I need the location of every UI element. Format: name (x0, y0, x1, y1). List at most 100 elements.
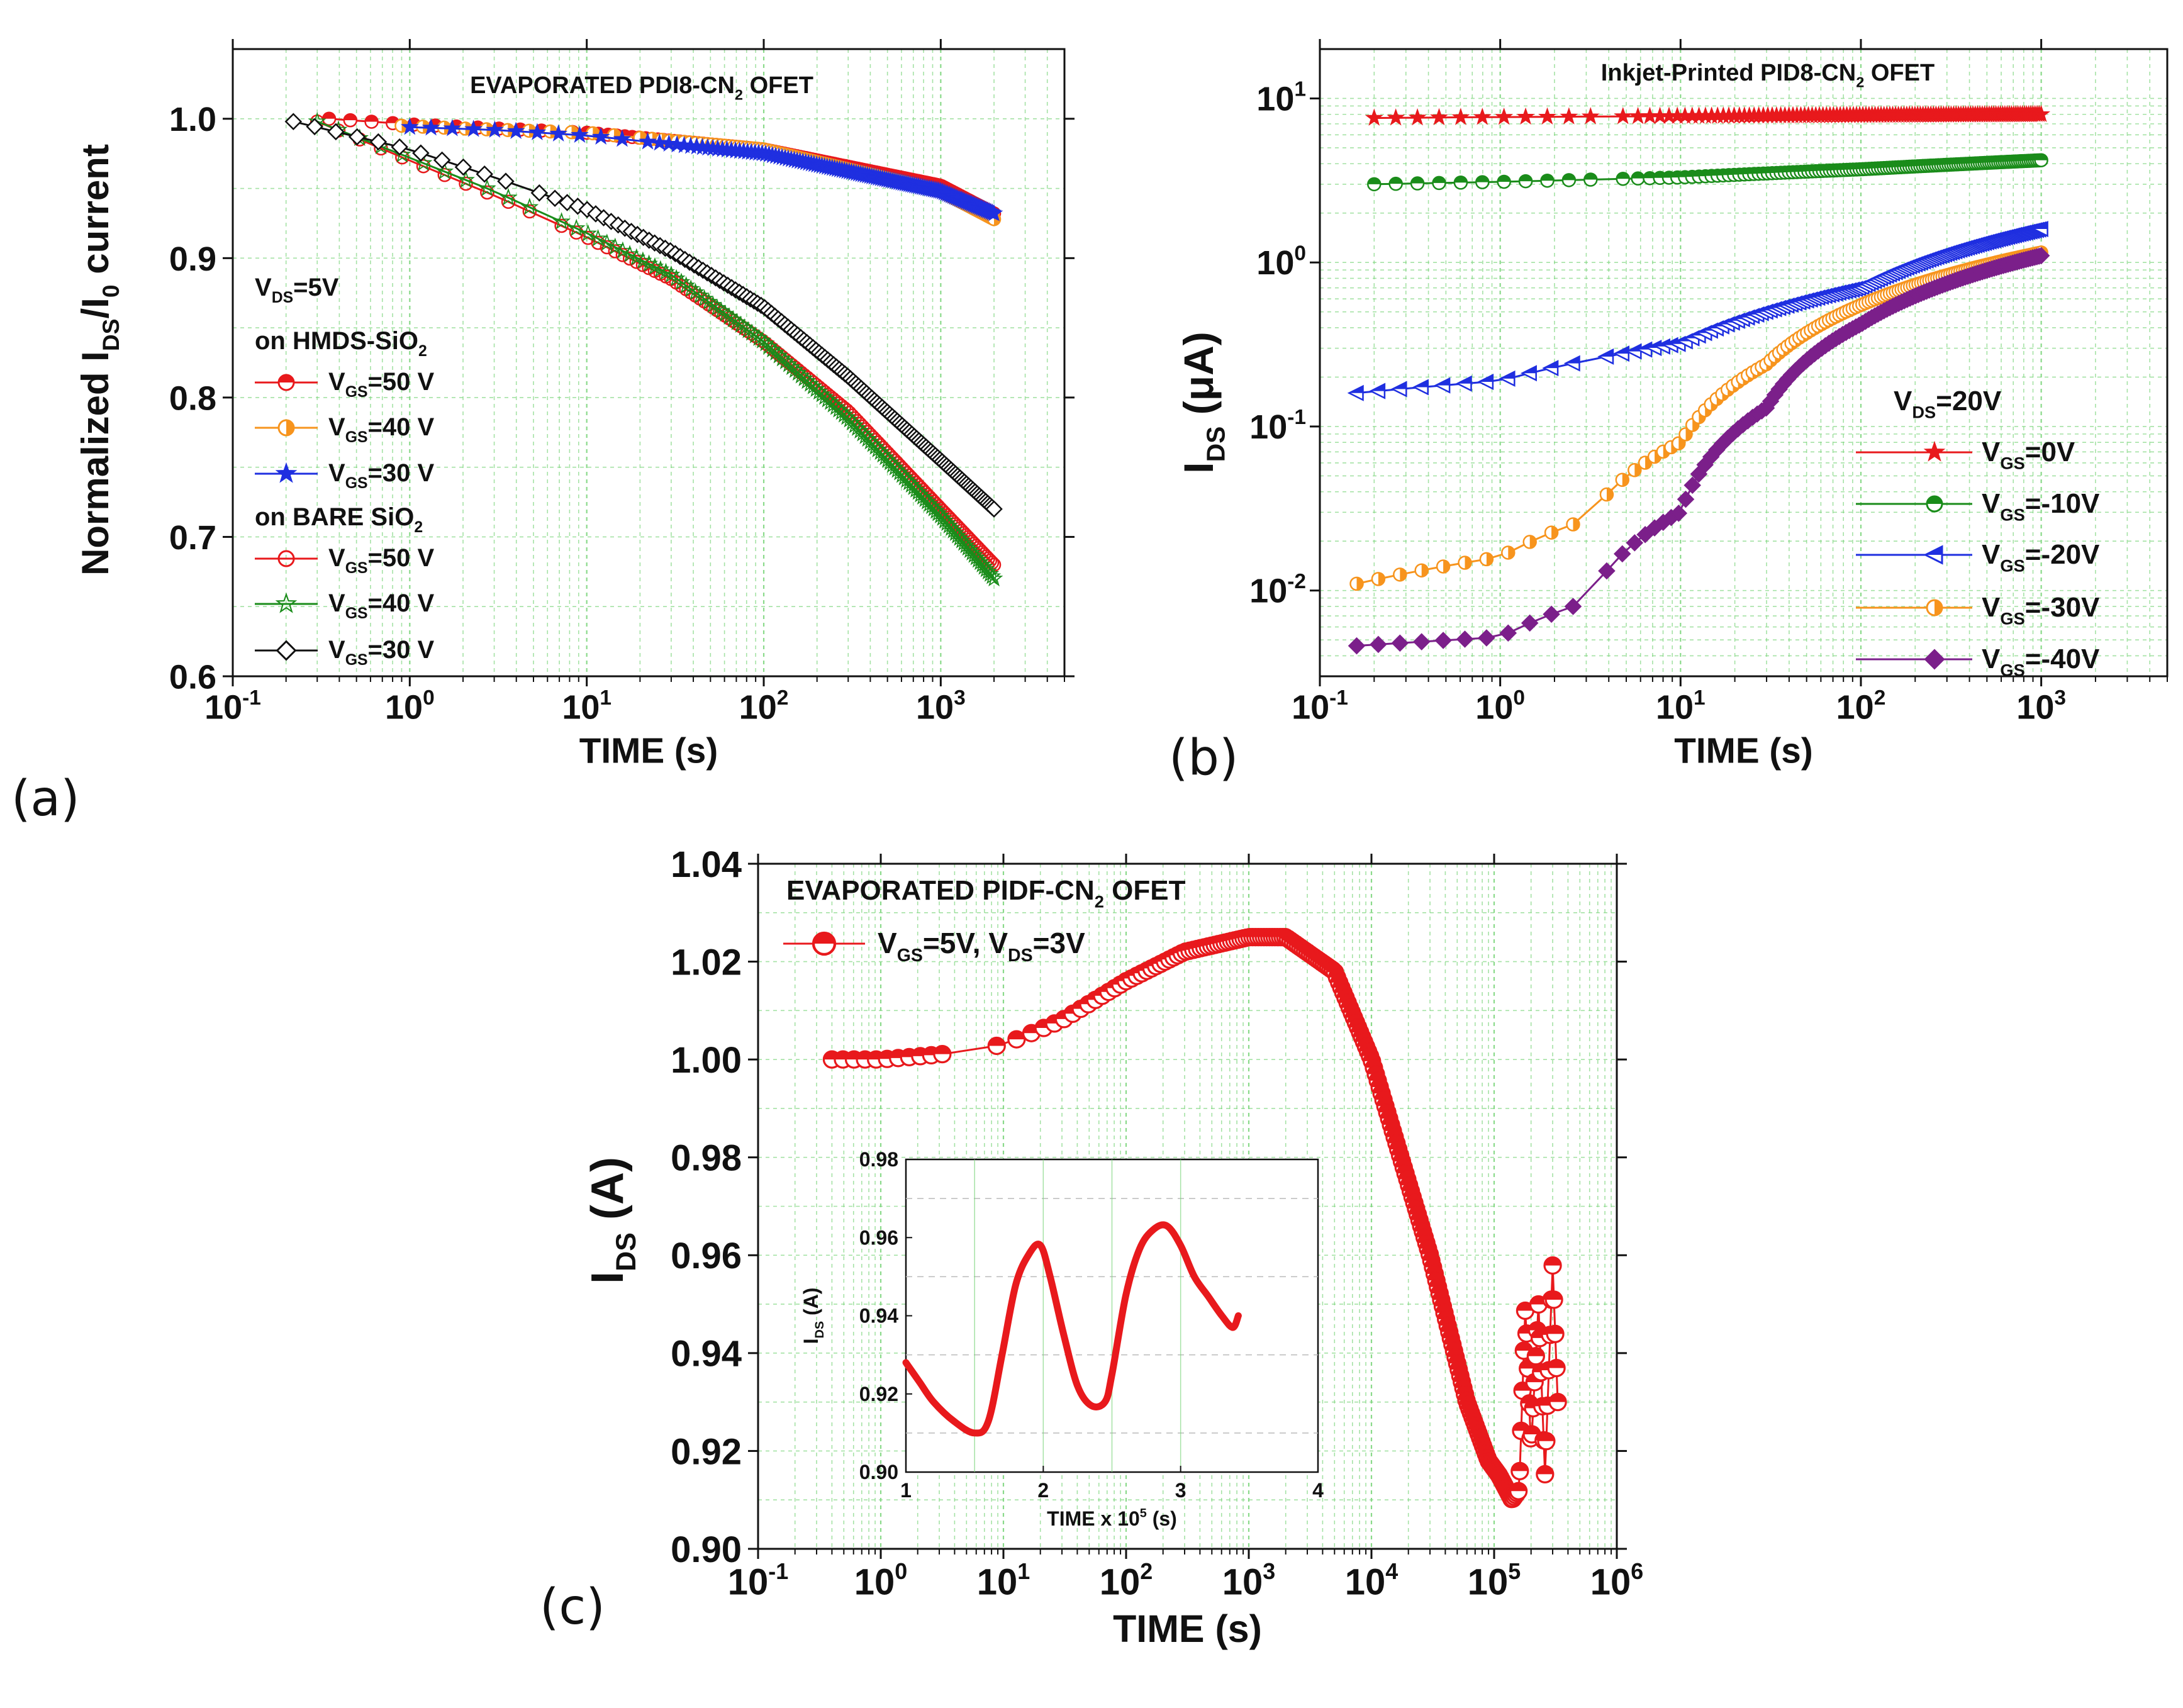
data-point (327, 123, 345, 141)
data-point (1451, 108, 1470, 125)
data-point (600, 240, 615, 255)
data-point (1683, 476, 1701, 494)
legend-label-part: =40 V (368, 413, 435, 441)
x-tick-label: 100 (854, 1558, 908, 1602)
data-point (400, 117, 419, 135)
legend-label: VGS=30 V (328, 459, 434, 492)
data-point-fill (1465, 556, 1471, 569)
x-axis-label: TIME (s) (1113, 1607, 1262, 1650)
data-point-fill (1349, 386, 1363, 393)
data-point (608, 244, 623, 259)
legend-label-part: GS (2000, 608, 2024, 628)
y-axis-label: IDS (A) (583, 1157, 642, 1284)
legend-annotation-part: on BARE SiO (255, 503, 414, 531)
data-point (956, 535, 975, 554)
data-point (1677, 490, 1695, 508)
data-point (485, 120, 504, 138)
inset-y-axis-label-part: DS (813, 1321, 827, 1339)
inset-y-tick-label: 0.94 (859, 1305, 898, 1327)
legend-label-part: V (878, 927, 897, 959)
legend-label: VGS=-40V (1982, 644, 2100, 679)
chart-title-part: 2 (1095, 891, 1104, 911)
y-tick-label: 0.6 (169, 658, 216, 696)
series-a-4 (308, 112, 1003, 587)
legend-label-part: =-30V (2025, 592, 2100, 623)
inset-y-tick-label-part: 0.98 (859, 1148, 898, 1171)
series-c-0 (822, 928, 1567, 1509)
chart-title-part: OFET (1864, 60, 1935, 86)
data-point (897, 470, 916, 488)
data-point (985, 500, 1003, 518)
data-point (927, 501, 946, 519)
chart-title-part: EVAPORATED PIDF-CN (786, 875, 1095, 906)
y-tick-label-part: 1.00 (671, 1040, 742, 1081)
data-point (591, 127, 610, 145)
y-tick-label: 1.0 (169, 101, 216, 138)
plot-frame (232, 48, 1066, 678)
x-tick-label: 100 (385, 686, 435, 727)
data-point (459, 176, 473, 191)
data-point (412, 144, 430, 162)
data-point (983, 567, 1002, 584)
legend-label-part: GS (345, 475, 368, 492)
inset-x-tick-label: 2 (1037, 1479, 1049, 1502)
data-point (954, 533, 973, 551)
data-point (909, 483, 927, 500)
y-tick-label-part: 10 (1256, 80, 1294, 118)
data-point (1581, 107, 1600, 125)
x-tick-label-part: 10 (385, 689, 423, 727)
data-point (598, 233, 617, 251)
inset-y-tick-label: 0.98 (859, 1148, 898, 1171)
data-point-fill (1519, 175, 1533, 182)
x-tick-label-part: 1 (600, 686, 611, 710)
data-point (477, 179, 496, 196)
y-axis-label-part: DS (1201, 427, 1230, 462)
data-point (964, 545, 983, 563)
x-tick-label-part: 2 (777, 686, 789, 710)
data-point (902, 475, 920, 493)
data-point (579, 224, 598, 242)
legend-label: VGS=40 V (328, 589, 434, 622)
chart-title: EVAPORATED PIDF-CN2 OFET (786, 875, 1186, 911)
chart-title-part: 2 (1856, 74, 1864, 91)
legend-label-part: GS (345, 605, 368, 622)
inset-chart: 1 2 3 4 0.90 0.92 0.94 0.96 0.98 TIME x 105 (s) ID… (800, 1148, 1324, 1530)
legend-label: VGS=0V (1982, 437, 2075, 472)
x-tick-label: 101 (1656, 686, 1706, 727)
data-point (1499, 624, 1517, 642)
legend-label: VGS=-30V (1982, 592, 2100, 628)
y-axis-label: IDS (μA) (1175, 332, 1230, 474)
y-tick-label-part: -2 (1287, 570, 1306, 593)
x-tick-label-part: 10 (1468, 1562, 1509, 1603)
y-tick-label-part: 0.98 (671, 1138, 742, 1179)
data-point (911, 485, 930, 503)
plot-frame (1319, 48, 2169, 678)
data-point (885, 458, 904, 476)
data-point (1614, 545, 1631, 563)
data-point-fill (1527, 1348, 1544, 1356)
legend-label-part: GS (345, 429, 368, 446)
chart-title-part: EVAPORATED PDI8-CN (470, 72, 735, 99)
data-point (952, 531, 971, 549)
data-point-fill (365, 115, 378, 122)
data-point-fill (1457, 376, 1471, 384)
y-tick-label: 0.7 (169, 519, 216, 557)
legend-label: VGS=5V, VDS=3V (878, 927, 1085, 966)
legend-marker (276, 640, 297, 661)
data-point (546, 189, 564, 208)
data-point-fill (1548, 1359, 1565, 1368)
legend-marker (1923, 440, 1946, 462)
data-point-fill (1599, 349, 1613, 357)
y-axis-label-part: I (1175, 462, 1222, 473)
data-point (918, 492, 937, 510)
data-point-fill (1544, 1257, 1561, 1266)
series-b-0 (1365, 104, 2051, 126)
data-point (920, 494, 939, 512)
x-tick-label-part: 1 (1017, 1558, 1030, 1584)
data-point (499, 188, 518, 206)
data-point (1348, 637, 1366, 655)
data-point-fill (1500, 371, 1515, 379)
x-tick-label-part: -1 (768, 1558, 788, 1584)
data-point (948, 526, 967, 544)
